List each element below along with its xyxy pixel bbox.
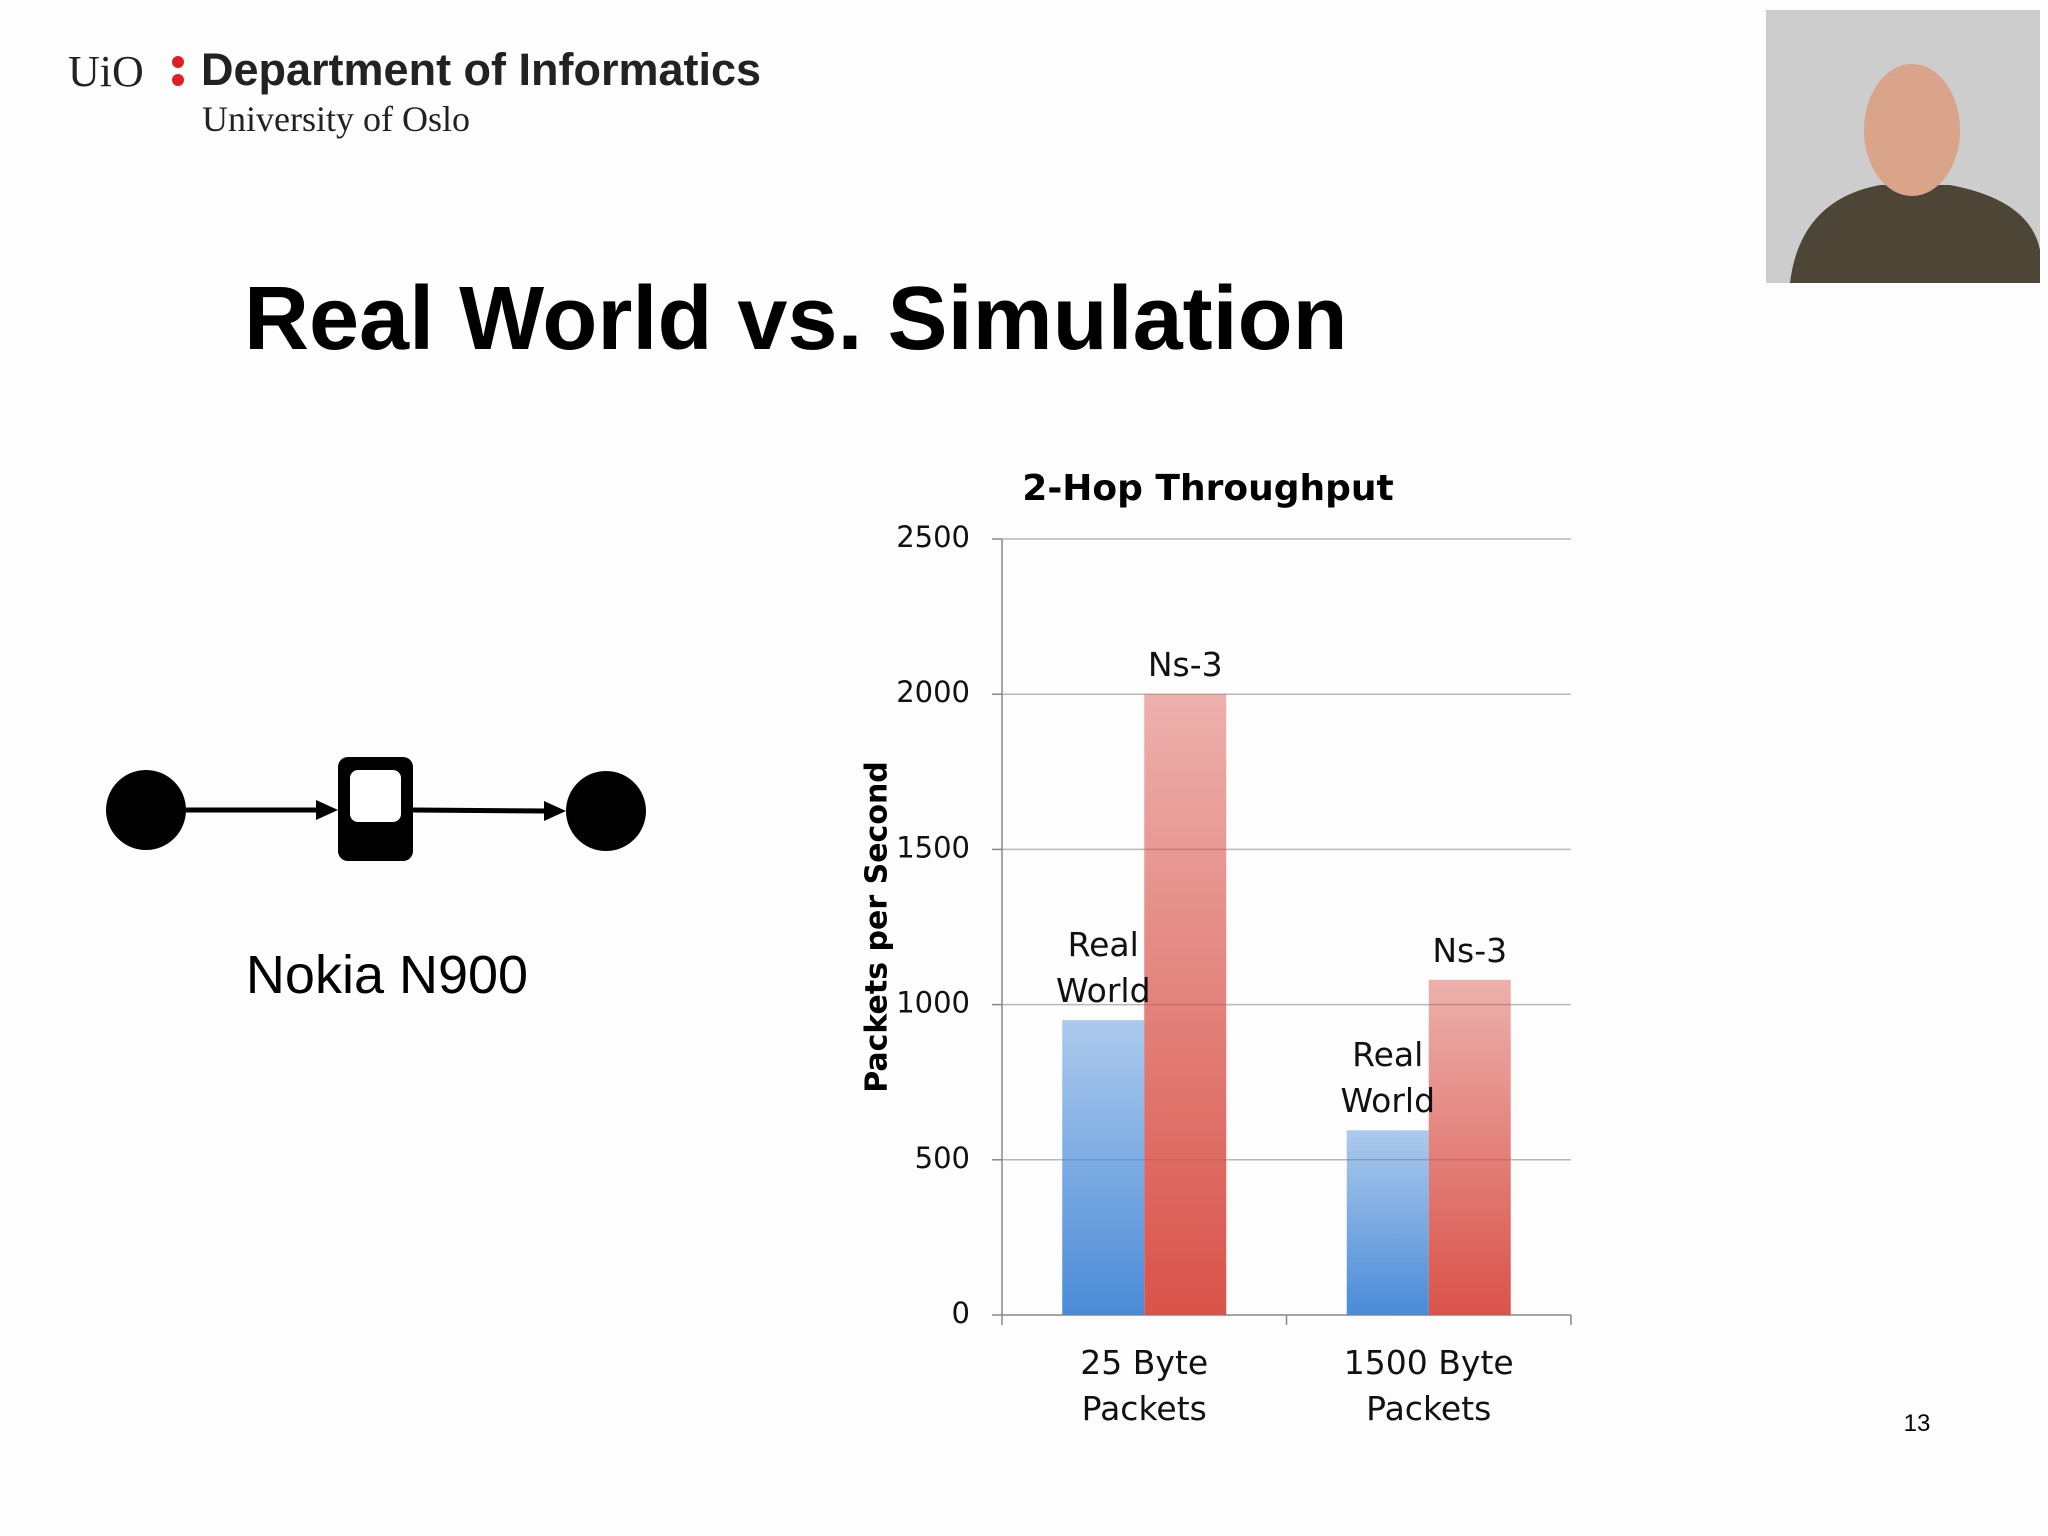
university: University of Oslo [202, 99, 470, 139]
department: Department of Informatics [201, 44, 762, 95]
x-tick-label: 1500 Byte Packets [1343, 1343, 1514, 1428]
photo-shoulders [1790, 185, 2040, 283]
slide-title: Real World vs. Simulation [244, 269, 1348, 369]
bar [1428, 979, 1511, 1315]
node [566, 771, 646, 851]
logo-dot [172, 56, 184, 68]
y-tick-label: 0 [952, 1296, 970, 1330]
y-tick-label: 1500 [896, 830, 970, 864]
y-tick-label: 2000 [896, 675, 970, 709]
data-label: Ns-3 [1432, 930, 1508, 970]
arrow [412, 807, 549, 814]
bar [1144, 694, 1227, 1315]
y-tick-label: 1000 [896, 986, 970, 1020]
phone-screen [350, 770, 401, 822]
data-label: Ns-3 [1147, 645, 1223, 685]
x-tick-label: 25 Byte Packets [1080, 1343, 1209, 1428]
node [106, 770, 186, 850]
logo: UiO [68, 47, 144, 96]
photo-head [1864, 64, 1960, 196]
y-tick-label: 2500 [896, 520, 970, 554]
data-label: Real World [1055, 925, 1151, 1011]
logo-dot [172, 74, 184, 86]
y-tick-label: 500 [915, 1141, 970, 1175]
page-number: 13 [1903, 1410, 1931, 1437]
diagram-label: Nokia N900 [245, 945, 529, 1005]
arrow-head [316, 800, 338, 820]
bar [1062, 1020, 1145, 1315]
arrow-head [544, 801, 566, 821]
y-axis-label: Packets per Second [860, 761, 895, 1093]
chart-title: 2-Hop Throughput [1022, 468, 1393, 509]
bar [1346, 1130, 1429, 1315]
data-label: Real World [1340, 1035, 1436, 1121]
